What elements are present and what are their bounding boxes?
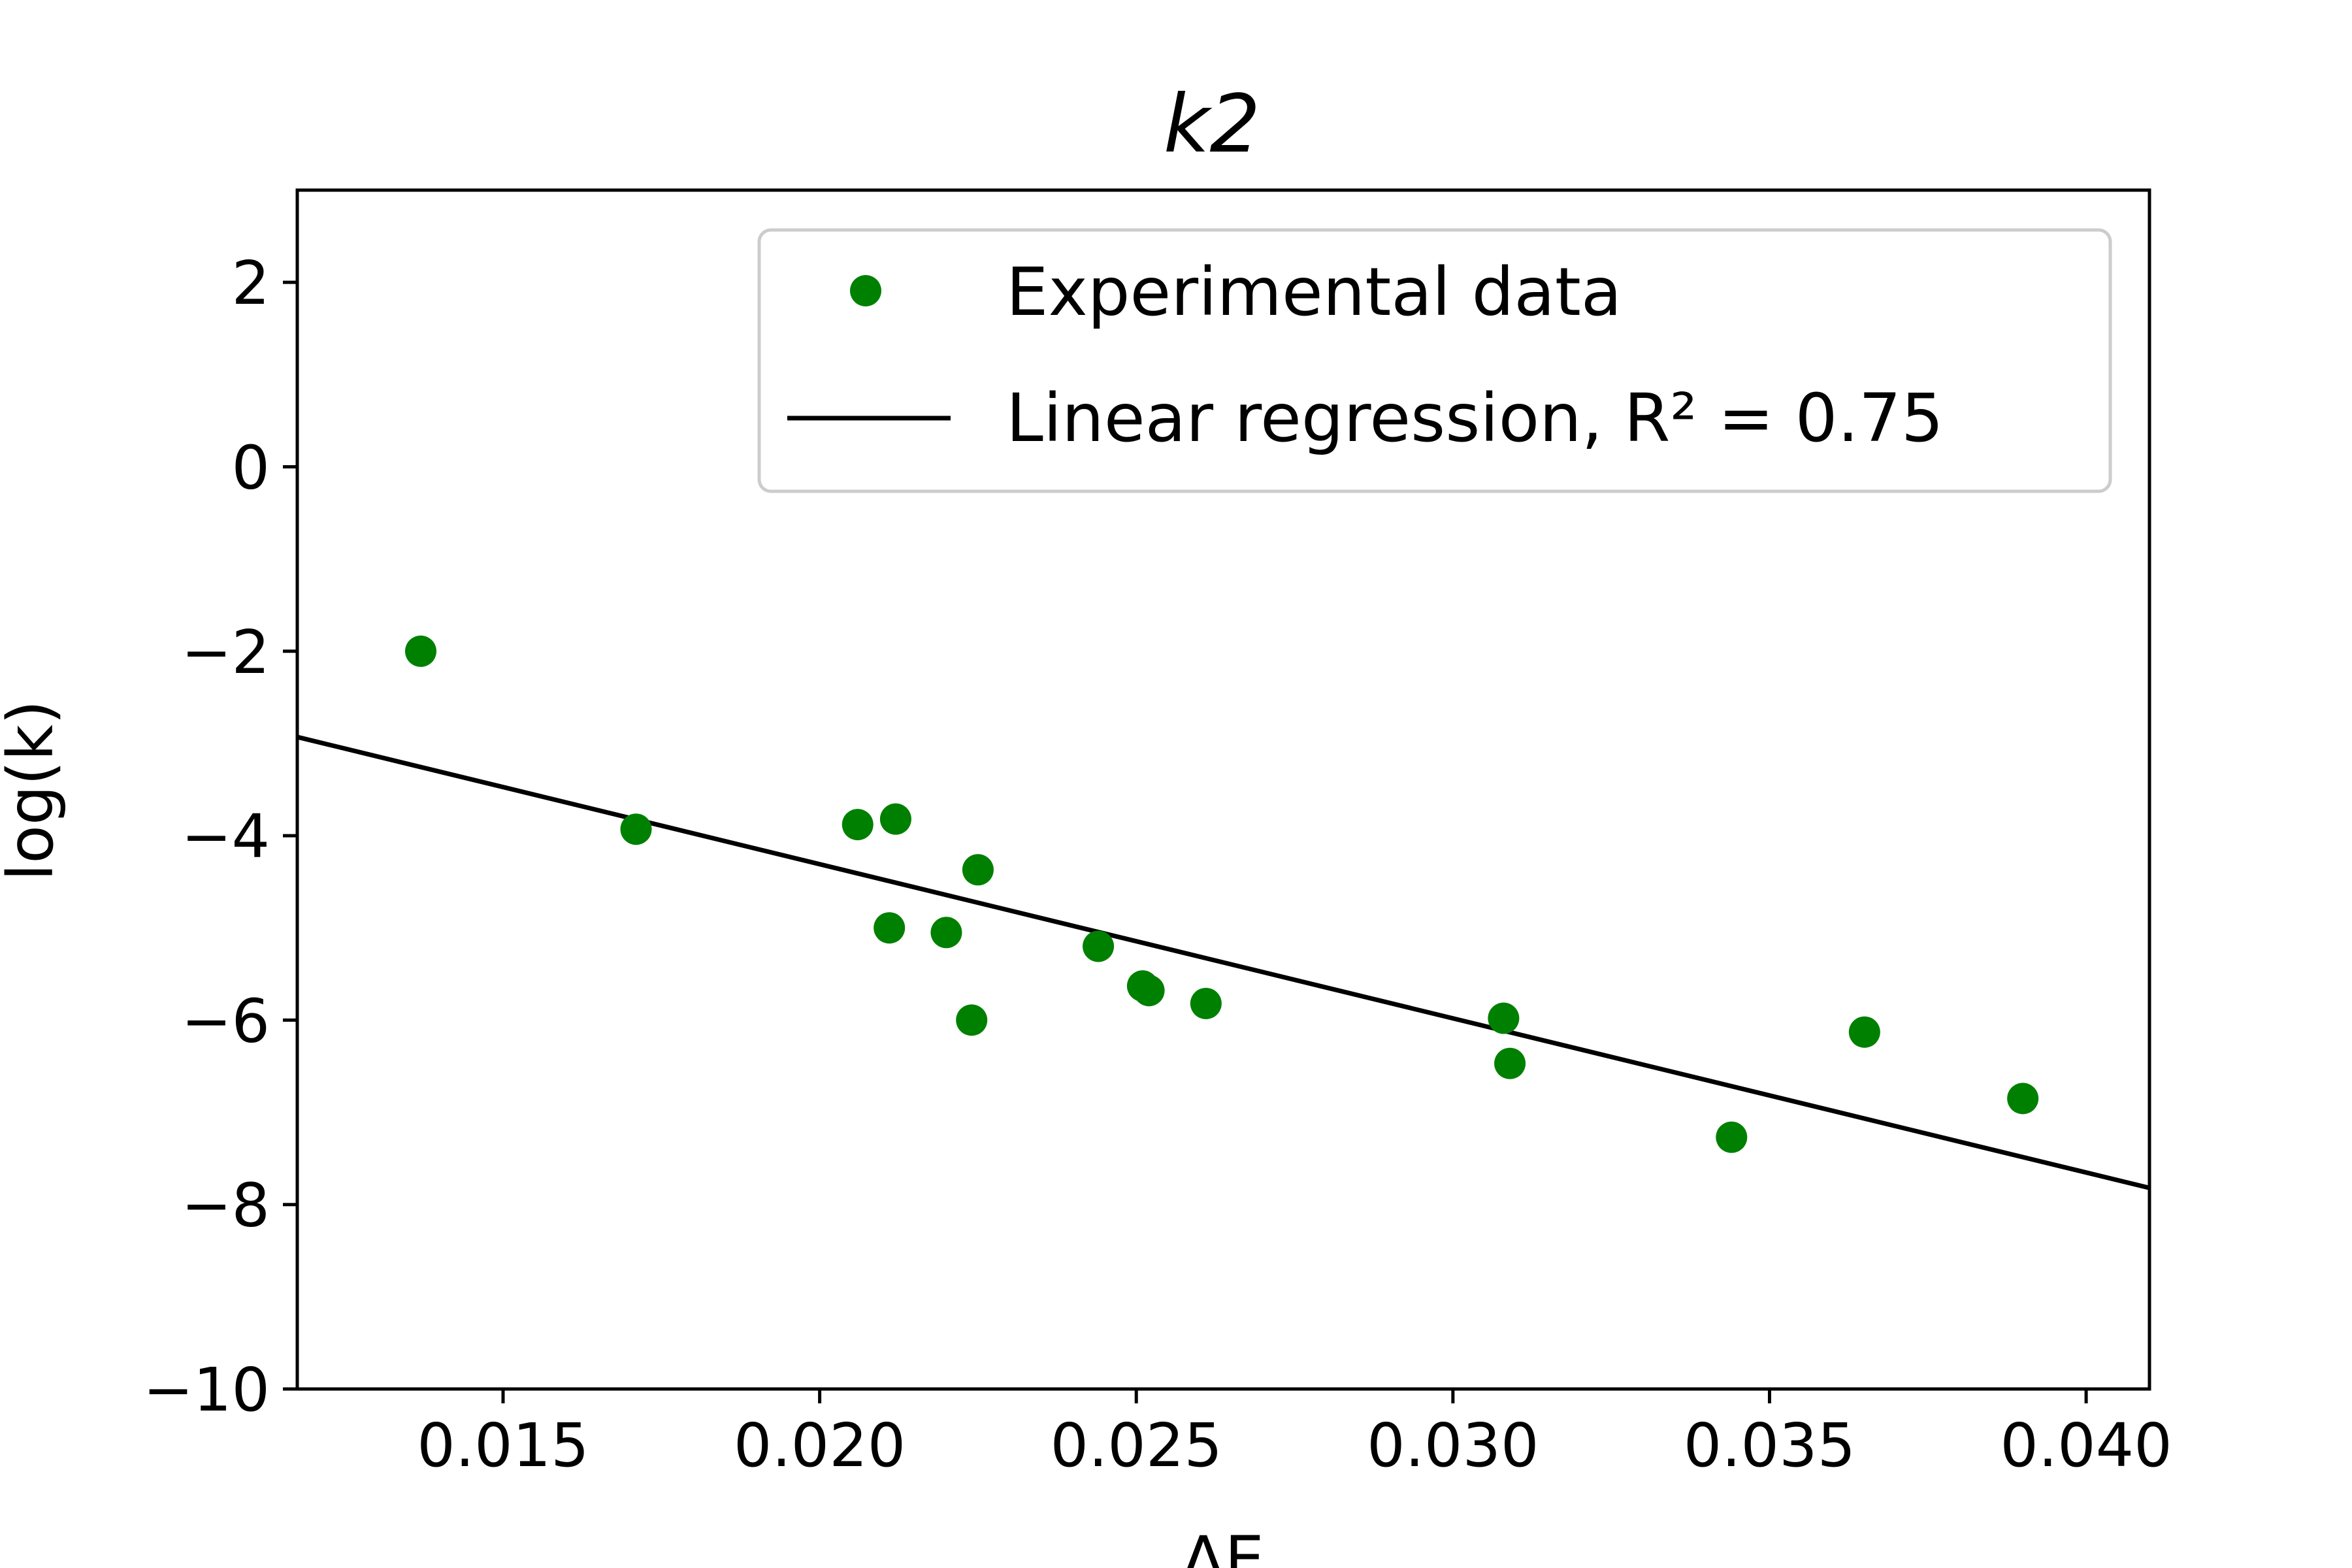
- data-point: [1848, 1016, 1880, 1048]
- data-point: [956, 1004, 988, 1036]
- x-tick-label: 0.020: [734, 1411, 906, 1480]
- data-point: [841, 809, 874, 841]
- plot-area: [297, 635, 2150, 1190]
- x-tick-label: 0.040: [2000, 1411, 2172, 1480]
- data-point: [1488, 1002, 1520, 1034]
- data-point: [2007, 1083, 2039, 1115]
- legend: Experimental data Linear regression, R² …: [757, 228, 2112, 493]
- y-tick-label: −10: [143, 1355, 270, 1425]
- plot-frame: [295, 188, 2151, 1391]
- data-point: [1133, 975, 1165, 1007]
- x-tick-label: 0.015: [417, 1411, 589, 1480]
- data-point: [1190, 987, 1222, 1019]
- regression-line: [297, 734, 2150, 1190]
- x-axis-label: ΔE: [1182, 1523, 1264, 1568]
- y-axis-label: log(k): [0, 700, 67, 881]
- data-point: [962, 854, 994, 886]
- y-tick-label: −6: [181, 986, 270, 1056]
- data-point: [1716, 1121, 1748, 1153]
- y-tick-label: 0: [231, 433, 270, 502]
- data-point: [1083, 930, 1115, 962]
- chart-title: k2: [1164, 78, 1260, 171]
- data-point: [874, 912, 906, 944]
- data-point: [620, 813, 652, 845]
- legend-box: [757, 228, 2112, 493]
- legend-marker-experimental: [850, 275, 881, 306]
- y-tick-label: −4: [181, 802, 270, 872]
- y-tick-label: −2: [181, 617, 270, 687]
- legend-label-regression: Linear regression, R² = 0.75: [1006, 380, 1944, 457]
- x-axis: 0.015 0.020 0.025 0.030 0.035 0.040: [417, 1389, 2172, 1480]
- data-point: [405, 635, 436, 667]
- data-point: [930, 917, 962, 949]
- y-tick-label: 2: [231, 248, 270, 318]
- y-axis: 2 0 −2 −4 −6 −8 −10: [143, 248, 297, 1425]
- x-tick-label: 0.025: [1051, 1411, 1222, 1480]
- data-point: [1494, 1047, 1526, 1079]
- x-tick-label: 0.030: [1367, 1411, 1539, 1480]
- x-tick-label: 0.035: [1684, 1411, 1855, 1480]
- legend-label-experimental: Experimental data: [1006, 253, 1622, 331]
- y-tick-label: −8: [181, 1171, 270, 1241]
- data-point: [879, 803, 911, 835]
